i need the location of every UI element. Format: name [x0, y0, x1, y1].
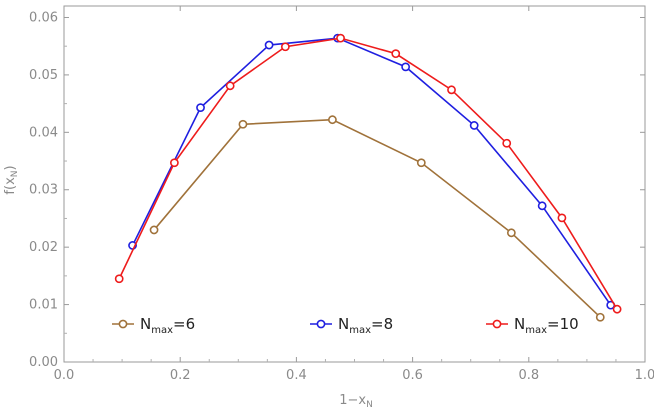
y-tick-label: 0.05 [29, 68, 58, 83]
y-tick-label: 0.04 [29, 125, 58, 140]
data-point [447, 85, 456, 95]
x-tick-label: 1.0 [635, 368, 654, 383]
plot-frame [63, 5, 646, 363]
legend-label: Nmax=10 [514, 315, 579, 336]
data-point [595, 312, 605, 322]
data-point [280, 42, 290, 52]
data-point [557, 213, 567, 223]
y-tick-label: 0.00 [29, 355, 58, 370]
data-point [502, 138, 512, 148]
legend-label: Nmax=6 [140, 315, 195, 336]
x-axis-label: 1−xN [339, 393, 373, 410]
data-point [391, 49, 401, 59]
y-tick-label: 0.02 [29, 240, 58, 255]
y-tick-label: 0.06 [29, 10, 58, 25]
y-tick-label: 0.01 [29, 298, 58, 313]
x-tick-label: 0.2 [170, 368, 191, 383]
legend-swatch-marker [492, 319, 502, 329]
data-point [149, 225, 159, 235]
data-point [416, 158, 426, 168]
data-point [196, 103, 205, 113]
data-point [328, 115, 337, 125]
data-point [114, 274, 124, 284]
data-point [612, 304, 622, 314]
data-point [238, 119, 248, 129]
data-point [336, 33, 345, 43]
data-point [169, 158, 179, 168]
series-group [114, 33, 622, 322]
plot-border [63, 5, 646, 363]
x-tick-label: 0.0 [54, 368, 75, 383]
y-axis-label: f(xN) [3, 165, 20, 194]
legend-swatch-marker [316, 319, 326, 329]
x-tick-label: 0.8 [518, 368, 539, 383]
x-tick-label: 0.4 [286, 368, 307, 383]
x-tick-label: 0.6 [402, 368, 423, 383]
series-line-1 [131, 37, 612, 306]
data-point [225, 81, 235, 91]
series-line-2 [118, 37, 618, 310]
axis-ticks: 0.0 0.2 0.4 0.6 0.8 1.0 0.00 0.01 0.02 0.03 0.04 0.… [29, 6, 654, 383]
data-point [401, 62, 411, 72]
legend-label: Nmax=8 [338, 315, 393, 336]
data-point [537, 201, 547, 211]
series-line-0 [153, 118, 601, 318]
data-point [264, 40, 274, 50]
legend: Nmax=6 Nmax=8 Nmax=10 [112, 315, 579, 336]
data-point [469, 121, 479, 130]
y-tick-label: 0.03 [29, 183, 58, 198]
legend-swatch-marker [118, 319, 128, 329]
data-point [506, 228, 516, 238]
